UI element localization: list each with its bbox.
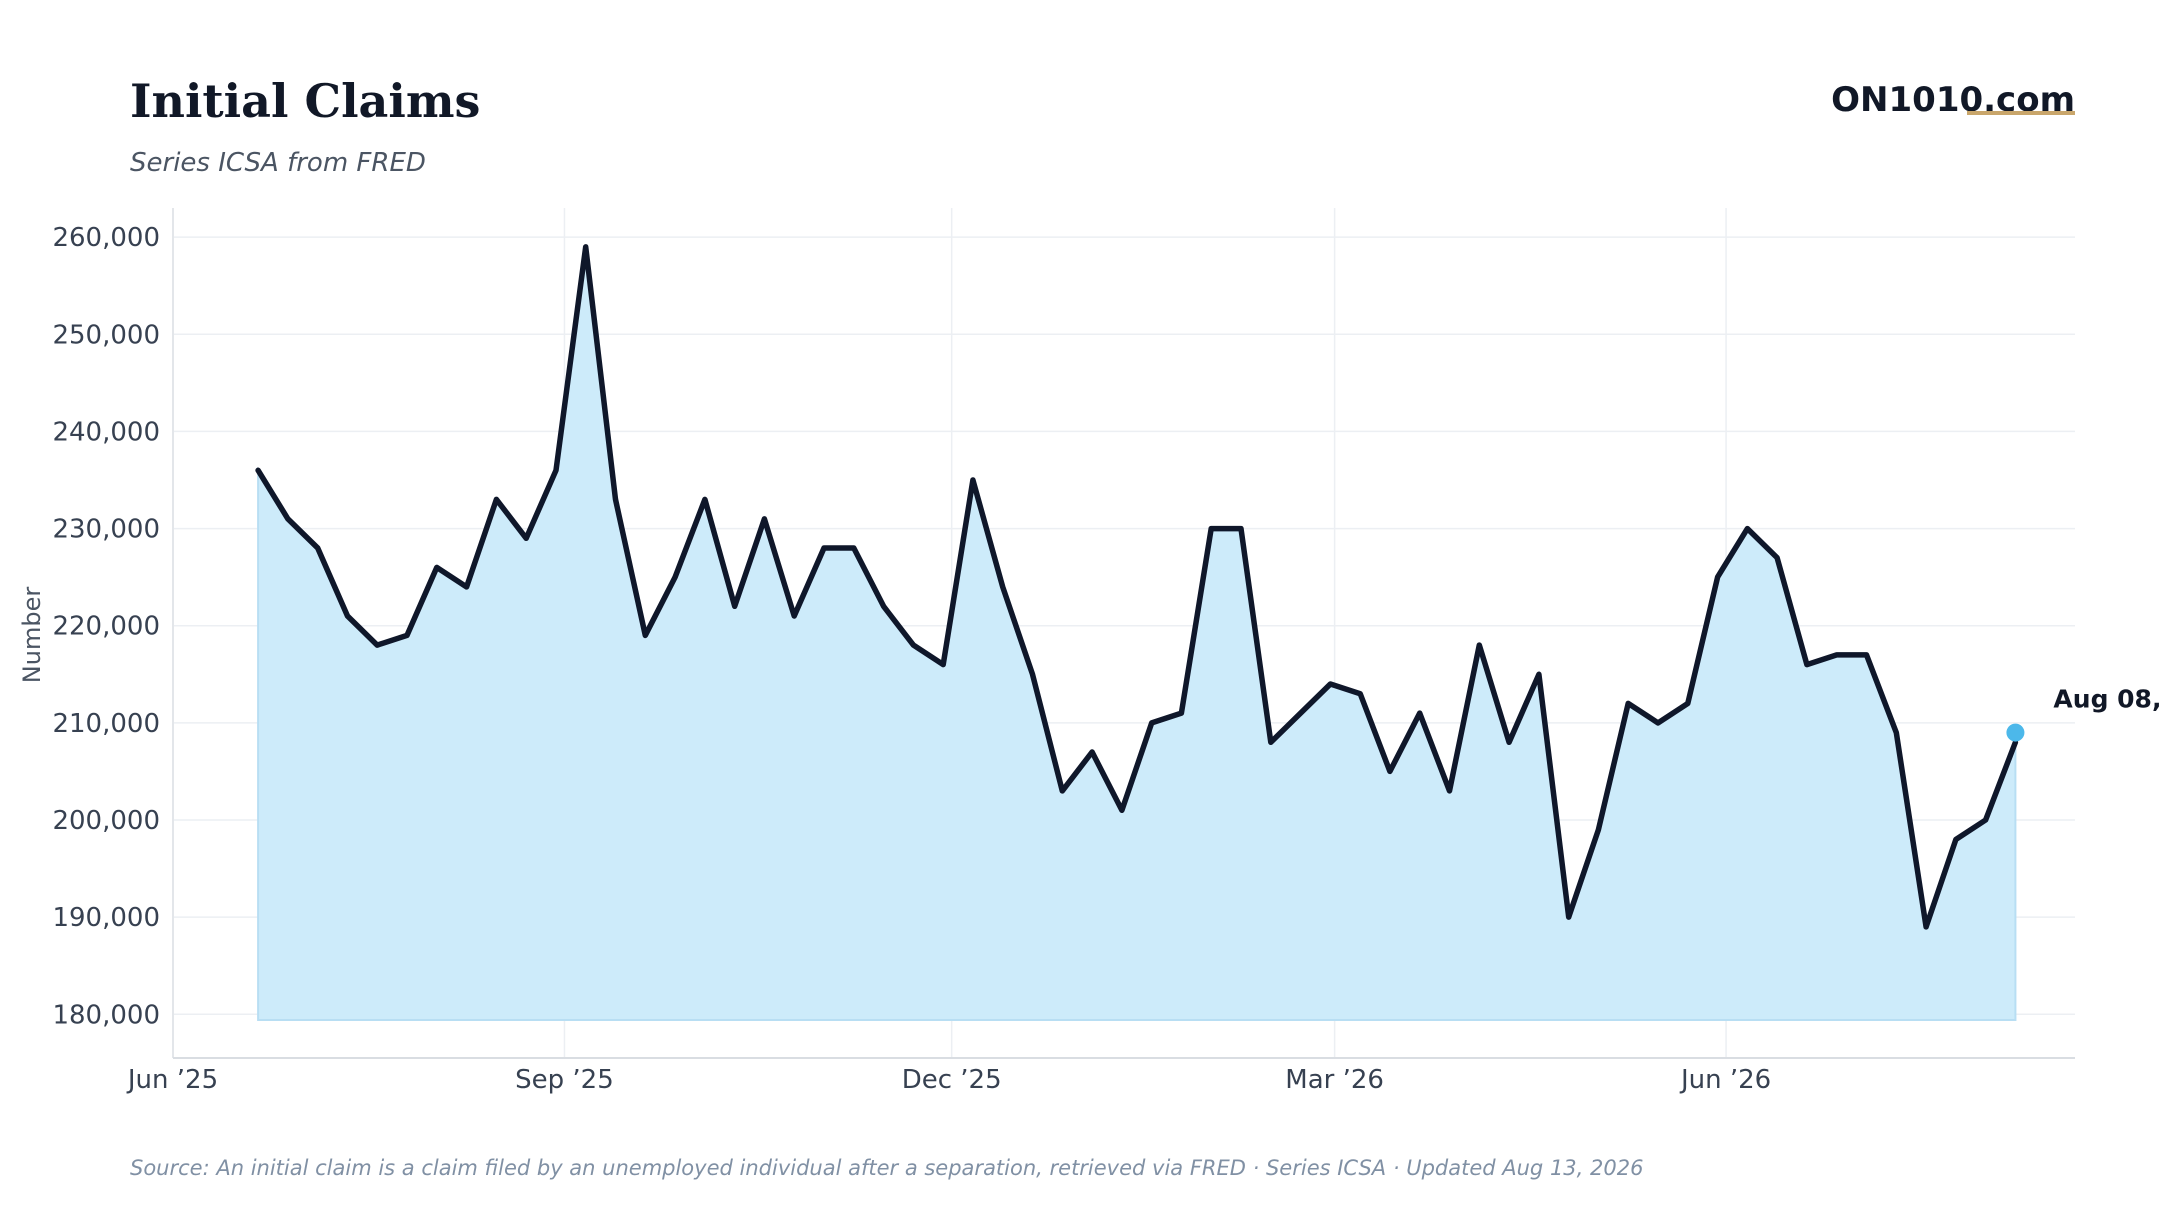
y-tick-label: 260,000 [52, 223, 160, 253]
tick-labels: 180,000 190,000 200,000 210,000 220,000 230,0… [52, 223, 1771, 1095]
x-tick-label: Sep ’25 [515, 1065, 614, 1095]
axes [172, 208, 2075, 1059]
y-tick-label: 210,000 [52, 709, 160, 739]
line-layer [255, 244, 2019, 930]
source-note: Source: An initial claim is a claim file… [130, 1156, 1644, 1180]
series-area [257, 246, 2017, 1021]
chart-subtitle: Series ICSA from FRED [130, 148, 426, 178]
y-tick-label: 240,000 [52, 417, 160, 447]
y-tick-label: 230,000 [52, 515, 160, 545]
y-tick-label: 180,000 [52, 1000, 160, 1030]
y-tick-label: 200,000 [52, 806, 160, 836]
last-point-marker[interactable] [2006, 723, 2025, 742]
y-tick-label: 250,000 [52, 320, 160, 350]
x-tick-label: Mar ’26 [1285, 1065, 1384, 1095]
x-tick-label: Dec ’25 [902, 1065, 1002, 1095]
brand-underline [1967, 111, 2075, 115]
area-layer [257, 246, 2017, 1021]
y-axis-label: Number [18, 587, 46, 684]
y-tick-label: 220,000 [52, 612, 160, 642]
annotation-layer: Aug 08, 2 [2006, 685, 2160, 742]
x-tick-label: Jun ’26 [1679, 1065, 1771, 1095]
series-line [255, 244, 2019, 930]
last-point-label: Aug 08, 2 [2053, 685, 2160, 714]
chart-title: Initial Claims [130, 74, 481, 128]
y-tick-label: 190,000 [52, 903, 160, 933]
x-tick-label: Jun ’25 [126, 1065, 218, 1095]
